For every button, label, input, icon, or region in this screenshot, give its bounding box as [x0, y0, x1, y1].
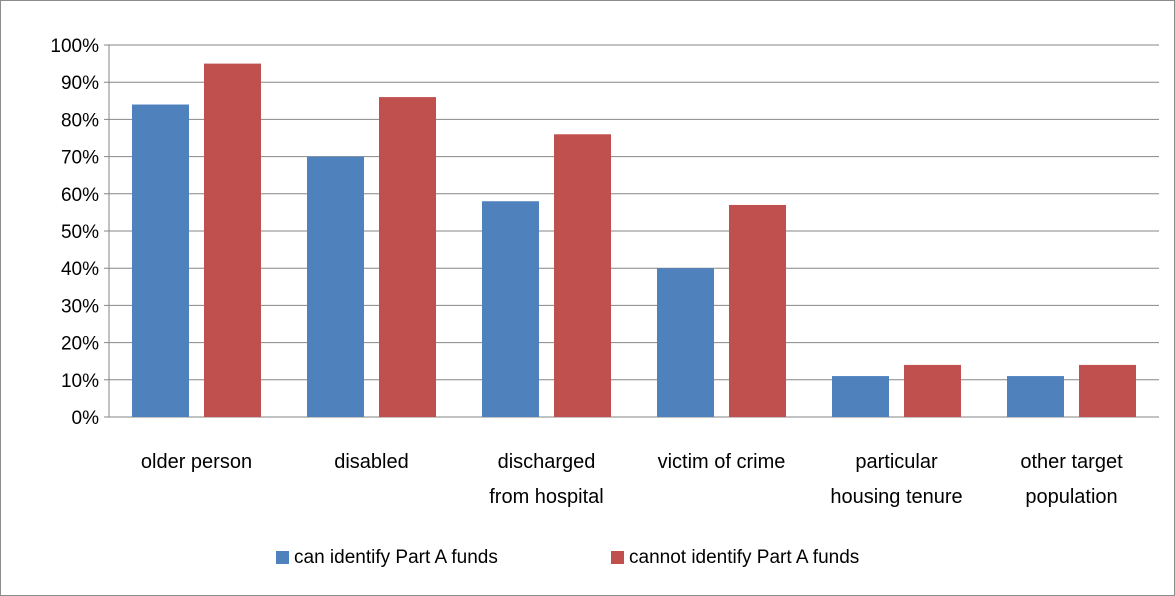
y-tick-label: 60% — [61, 185, 99, 206]
y-tick-label: 20% — [61, 334, 99, 355]
bar-cannot-identify-0 — [204, 63, 261, 417]
x-category-label: disabled — [334, 451, 409, 473]
bar-can-identify-1 — [307, 156, 364, 417]
y-axis-ticks: 0% 10% 20% 30% 40% 50% 60% 70% 80% 90% 100% — [50, 36, 99, 429]
x-category-label: housing tenure — [830, 486, 962, 508]
legend-label: cannot identify Part A funds — [629, 547, 859, 568]
x-category-label: discharged — [498, 451, 596, 473]
x-category-label: particular — [855, 451, 938, 473]
y-tick-label: 90% — [61, 73, 99, 94]
y-tick-label: 40% — [61, 259, 99, 280]
bar-cannot-identify-3 — [729, 204, 786, 417]
bars — [132, 63, 1136, 418]
x-category-label: from hospital — [489, 486, 604, 508]
x-category-label: other target — [1020, 451, 1123, 473]
bar-can-identify-2 — [482, 201, 539, 417]
x-category-label: older person — [141, 451, 252, 473]
x-axis-categories: older person disabled discharged from hospi… — [141, 451, 1123, 508]
bar-can-identify-4 — [832, 376, 889, 417]
bar-can-identify-5 — [1007, 376, 1064, 417]
y-tick-label: 0% — [72, 408, 100, 429]
y-tick-label: 80% — [61, 110, 99, 131]
y-tick-label: 10% — [61, 371, 99, 392]
legend-swatch — [276, 551, 289, 564]
y-tick-label: 100% — [50, 36, 99, 57]
legend-swatch — [611, 551, 624, 564]
bar-cannot-identify-5 — [1079, 364, 1136, 417]
bar-cannot-identify-2 — [554, 134, 611, 417]
bar-cannot-identify-1 — [379, 97, 436, 417]
bar-can-identify-0 — [132, 104, 189, 418]
legend: can identify Part A funds cannot identify… — [276, 547, 859, 568]
y-tick-label: 30% — [61, 296, 99, 317]
gridlines — [104, 44, 1159, 418]
bar-cannot-identify-4 — [904, 364, 961, 417]
y-tick-label: 70% — [61, 148, 99, 169]
x-category-label: victim of crime — [658, 451, 786, 473]
y-tick-label: 50% — [61, 222, 99, 243]
x-category-label: population — [1025, 486, 1117, 508]
bar-can-identify-3 — [657, 268, 714, 417]
legend-label: can identify Part A funds — [294, 547, 498, 568]
